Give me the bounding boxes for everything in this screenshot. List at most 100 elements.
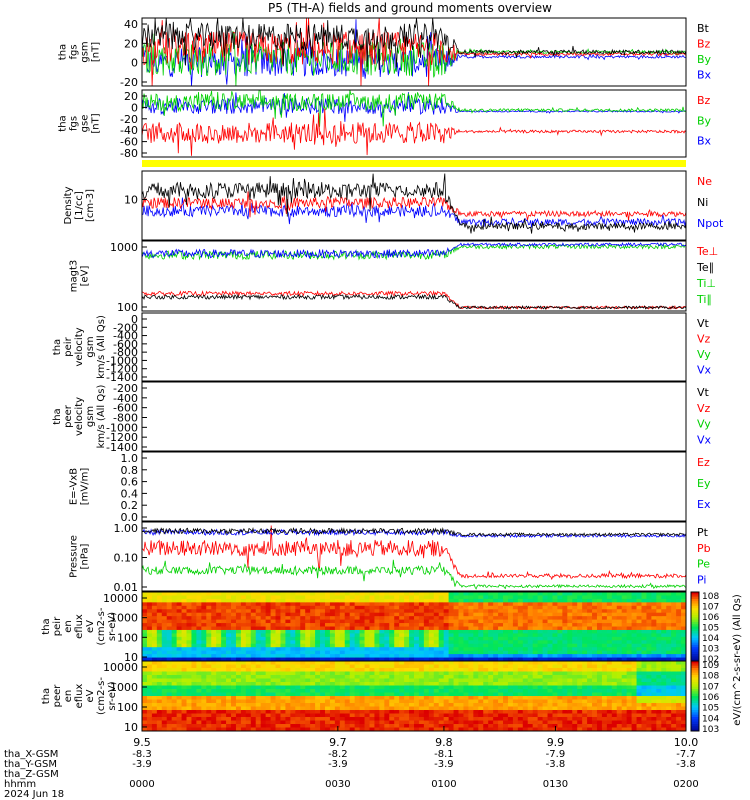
spectrogram-cell	[676, 633, 682, 638]
spectrogram-cell	[305, 605, 311, 610]
spectrogram-cell	[300, 664, 306, 669]
spectrogram-cell	[176, 657, 182, 662]
spectrogram-cell	[315, 640, 321, 645]
spectrogram-cell	[329, 724, 336, 728]
spectrogram-cell	[359, 650, 365, 655]
spectrogram-cell	[344, 717, 351, 721]
spectrogram-cell	[428, 699, 435, 704]
spectrogram-cell	[181, 636, 187, 641]
spectrogram-cell	[206, 636, 212, 641]
spectrogram-cell	[191, 626, 197, 631]
spectrogram-cell	[280, 598, 286, 603]
spectrogram-cell	[493, 682, 499, 686]
spectrogram-cell	[414, 706, 420, 711]
legend-By: By	[697, 114, 712, 127]
spectrogram-cell	[562, 595, 568, 600]
spectrogram-cell	[206, 605, 212, 610]
spectrogram-cell	[221, 643, 227, 648]
colorbar-label: eV/(cm^2-s-sr-eV) (All Qs)	[732, 594, 743, 726]
spectrogram-cell	[414, 661, 420, 665]
spectrogram-cell	[409, 592, 415, 596]
spectrogram-cell	[606, 706, 613, 711]
spectrogram-cell	[334, 699, 341, 704]
spectrogram-cell	[151, 713, 158, 718]
spectrogram-cell	[493, 671, 499, 676]
colorbar-cell	[691, 605, 699, 609]
spectrogram-cell	[156, 717, 163, 721]
spectrogram-cell	[507, 682, 514, 686]
spectrogram-cell	[186, 654, 192, 658]
spectrogram-cell	[438, 592, 445, 596]
spectrogram-cell	[532, 636, 539, 641]
spectrogram-cell	[666, 598, 672, 603]
spectrogram-cell	[310, 629, 316, 634]
spectrogram-cell	[305, 685, 311, 690]
spectrogram-cell	[245, 727, 252, 732]
spectrogram-cell	[156, 706, 163, 711]
spectrogram-cell	[532, 720, 539, 725]
spectrogram-cell	[542, 692, 548, 697]
spectrogram-cell	[473, 727, 479, 732]
spectrogram-cell	[458, 678, 464, 683]
spectrogram-cell	[641, 598, 647, 603]
spectrogram-cell	[507, 689, 514, 693]
spectrogram-cell	[211, 689, 217, 693]
spectrogram-cell	[235, 602, 242, 607]
spectrogram-cell	[656, 717, 662, 721]
spectrogram-cell	[221, 629, 227, 634]
spectrogram-cell	[181, 592, 187, 596]
spectrogram-cell	[151, 616, 158, 620]
spectrogram-cell	[423, 685, 430, 690]
spectrogram-cell	[681, 671, 687, 676]
spectrogram-cell	[448, 602, 454, 607]
spectrogram-cell	[532, 619, 539, 624]
spectrogram-cell	[582, 595, 588, 600]
spectrogram-cell	[245, 643, 252, 648]
spectrogram-cell	[651, 623, 657, 627]
spectrogram-cell	[409, 616, 415, 620]
spectrogram-cell	[290, 703, 296, 707]
spectrogram-cell	[453, 713, 459, 718]
spectrogram-cell	[324, 602, 331, 607]
spectrogram-cell	[448, 633, 454, 638]
spectrogram-cell	[631, 619, 637, 624]
spectrogram-cell	[547, 699, 553, 704]
spectrogram-cell	[488, 675, 494, 679]
spectrogram-cell	[488, 710, 494, 714]
spectrogram-cell	[176, 699, 182, 704]
spectrogram-cell	[206, 689, 212, 693]
panel-frame-density	[141, 170, 687, 241]
spectrogram-cell	[280, 710, 286, 714]
spectrogram-cell	[631, 650, 637, 655]
spectrogram-cell	[443, 609, 450, 614]
spectrogram-cell	[404, 717, 410, 721]
spectrogram-cell	[473, 626, 479, 631]
spectrogram-cell	[295, 636, 301, 641]
spectrogram-cell	[290, 633, 296, 638]
spectrogram-cell	[235, 643, 242, 648]
spectrogram-cell	[458, 609, 464, 614]
spectrogram-cell	[171, 703, 178, 707]
spectrogram-cell	[369, 629, 375, 634]
spectrogram-cell	[201, 647, 207, 652]
spectrogram-cell	[275, 717, 281, 721]
colorbar-cell	[691, 658, 699, 662]
spectrogram-cell	[517, 619, 524, 624]
spectrogram-cell	[270, 654, 276, 658]
spectrogram-cell	[458, 623, 464, 627]
spectrogram-cell	[206, 696, 212, 700]
spectrogram-cell	[582, 598, 588, 603]
spectrogram-cell	[522, 727, 529, 732]
spectrogram-cell	[438, 724, 445, 728]
spectrogram-cell	[582, 720, 588, 725]
spectrogram-cell	[191, 713, 197, 718]
spectrogram-cell	[166, 609, 173, 614]
spectrogram-cell	[329, 616, 336, 620]
spectrogram-cell	[310, 671, 316, 676]
spectrogram-cell	[142, 717, 148, 721]
spectrogram-cell	[324, 699, 331, 704]
spectrogram-cell	[384, 650, 390, 655]
spectrogram-cell	[166, 595, 173, 600]
spectrogram-cell	[651, 710, 657, 714]
spectrogram-cell	[295, 692, 301, 697]
